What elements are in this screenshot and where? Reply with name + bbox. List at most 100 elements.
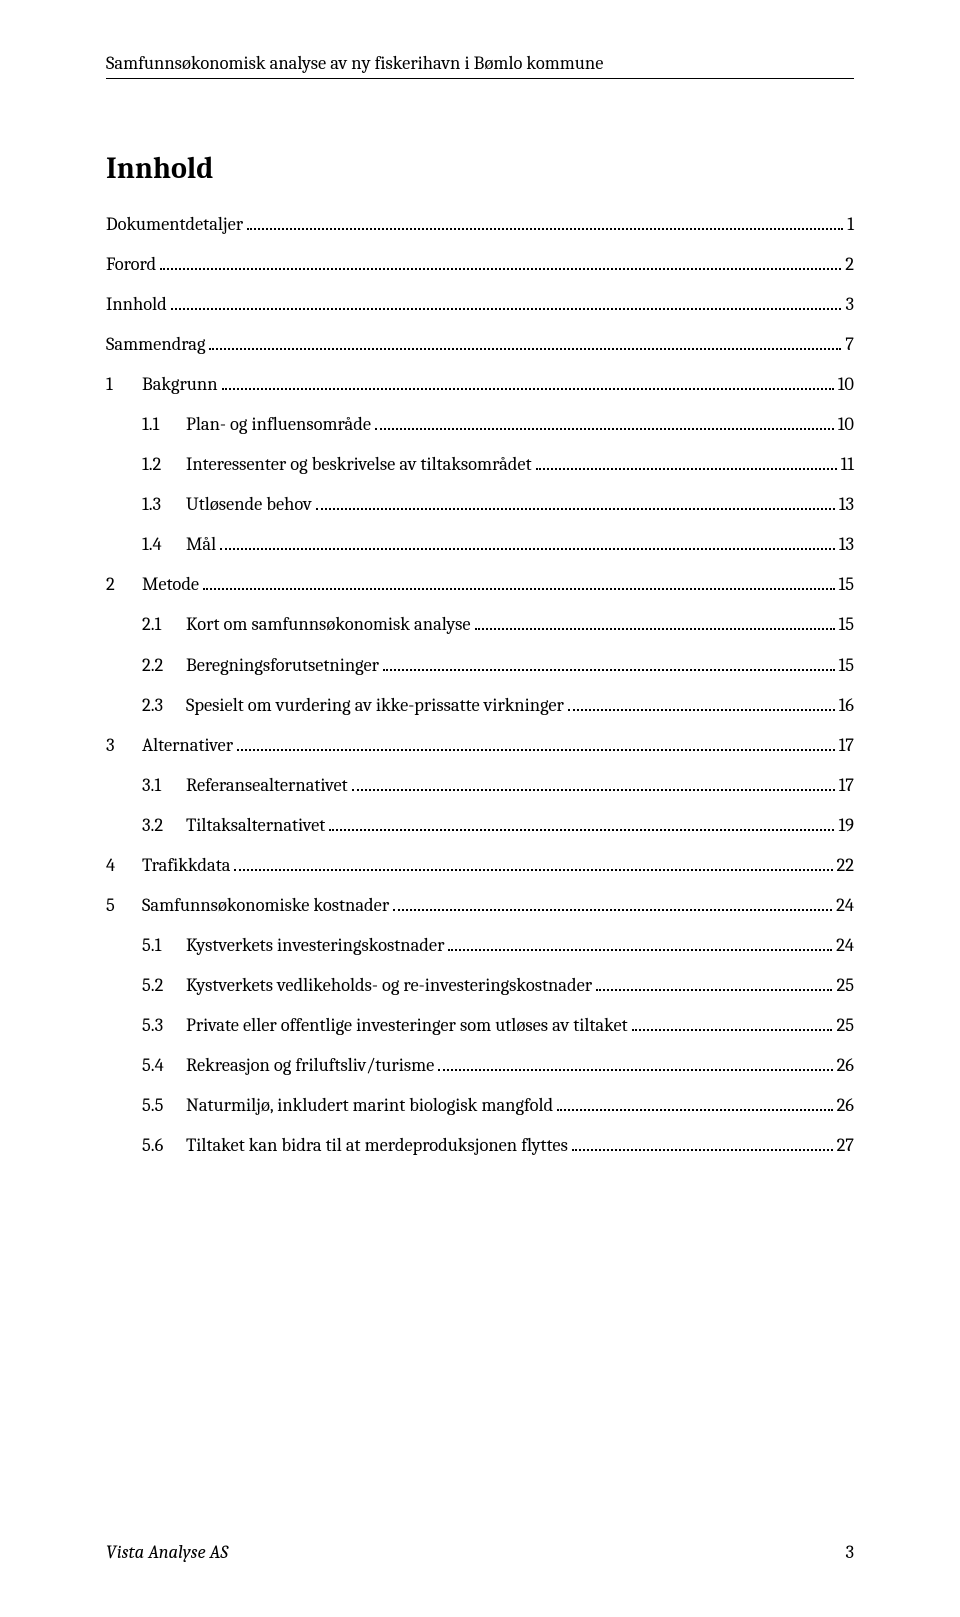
toc-entry-number: 5.5 xyxy=(142,1093,186,1117)
toc-entry-label: 5.1Kystverkets investeringskostnader xyxy=(142,933,444,957)
toc-entry-label: 1.3Utløsende behov xyxy=(142,492,312,516)
toc-entry-label: 5.6Tiltaket kan bidra til at merdeproduk… xyxy=(142,1133,568,1157)
toc-leader-dots xyxy=(316,508,835,510)
toc-entry: 5.2Kystverkets vedlikeholds- og re-inves… xyxy=(106,973,854,997)
toc-entry: 4Trafikkdata 22 xyxy=(106,853,854,877)
toc-entry-label: 2Metode xyxy=(106,572,199,596)
toc-entry: 5.1Kystverkets investeringskostnader 24 xyxy=(106,933,854,957)
toc-entry: 2Metode15 xyxy=(106,572,854,596)
toc-entry-label: 3.1Referansealternativet xyxy=(142,773,348,797)
toc-entry-page: 13 xyxy=(839,492,854,516)
toc-entry-label: 2.3Spesielt om vurdering av ikke-prissat… xyxy=(142,693,564,717)
toc-entry: 5.4Rekreasjon og friluftsliv/turisme26 xyxy=(106,1053,854,1077)
toc-entry: 5.3Private eller offentlige investeringe… xyxy=(106,1013,854,1037)
toc-leader-dots xyxy=(247,228,843,230)
toc-entry-page: 16 xyxy=(839,693,854,717)
toc-leader-dots xyxy=(572,1149,833,1151)
toc-entry: Forord 2 xyxy=(106,252,854,276)
toc-entry-page: 1 xyxy=(847,212,854,236)
toc-entry-label: Dokumentdetaljer xyxy=(106,212,243,236)
toc-entry-label: 5.3Private eller offentlige investeringe… xyxy=(142,1013,628,1037)
toc-leader-dots xyxy=(383,669,835,671)
toc-entry-text: Interessenter og beskrivelse av tiltakso… xyxy=(186,453,532,475)
toc-entry-label: 4Trafikkdata xyxy=(106,853,230,877)
toc-entry-number: 3.1 xyxy=(142,773,186,797)
toc-entry-number: 3.2 xyxy=(142,813,186,837)
toc-entry-page: 25 xyxy=(836,973,854,997)
toc-leader-dots xyxy=(448,949,832,951)
toc-entry-text: Innhold xyxy=(106,293,167,315)
toc-entry-page: 26 xyxy=(837,1093,854,1117)
toc-entry-number: 2.3 xyxy=(142,693,186,717)
toc-entry: Innhold3 xyxy=(106,292,854,316)
toc-leader-dots xyxy=(438,1069,832,1071)
toc-entry: 1.4Mål 13 xyxy=(106,532,854,556)
toc-entry: 5.5Naturmiljø, inkludert marint biologis… xyxy=(106,1093,854,1117)
toc-entry-text: Bakgrunn xyxy=(142,373,218,395)
toc-entry-label: 5.5Naturmiljø, inkludert marint biologis… xyxy=(142,1093,553,1117)
header-text: Samfunnsøkonomisk analyse av ny fiskerih… xyxy=(106,52,854,74)
table-of-contents: Dokumentdetaljer 1 Forord 2 Innhold3 Sammendr… xyxy=(106,212,854,1157)
toc-entry-label: 3Alternativer xyxy=(106,733,233,757)
footer-left: Vista Analyse AS xyxy=(106,1541,228,1563)
toc-entry-number: 4 xyxy=(106,853,142,877)
toc-entry-number: 1.4 xyxy=(142,532,186,556)
toc-entry-number: 2.2 xyxy=(142,653,186,677)
toc-entry-page: 13 xyxy=(839,532,854,556)
toc-entry-label: 1.4Mål xyxy=(142,532,216,556)
toc-leader-dots xyxy=(557,1109,832,1111)
toc-entry: 1.3Utløsende behov 13 xyxy=(106,492,854,516)
toc-entry-number: 1 xyxy=(106,372,142,396)
toc-entry-page: 15 xyxy=(839,653,855,677)
toc-leader-dots xyxy=(222,388,834,390)
toc-entry-text: Samfunnsøkonomiske kostnader xyxy=(142,894,389,916)
toc-entry-text: Trafikkdata xyxy=(142,854,230,876)
toc-entry-label: 3.2Tiltaksalternativet xyxy=(142,813,325,837)
toc-leader-dots xyxy=(203,588,834,590)
page-footer: Vista Analyse AS 3 xyxy=(106,1541,854,1563)
toc-entry-text: Kort om samfunnsøkonomisk analyse xyxy=(186,613,471,635)
toc-entry-number: 1.2 xyxy=(142,452,186,476)
toc-leader-dots xyxy=(632,1029,833,1031)
toc-entry: 5Samfunnsøkonomiske kostnader24 xyxy=(106,893,854,917)
toc-entry-page: 2 xyxy=(845,252,854,276)
toc-entry-page: 24 xyxy=(836,933,854,957)
toc-entry: 2.3Spesielt om vurdering av ikke-prissat… xyxy=(106,693,854,717)
toc-entry-text: Alternativer xyxy=(142,734,233,756)
toc-entry-text: Spesielt om vurdering av ikke-prissatte … xyxy=(186,694,564,716)
toc-entry-page: 17 xyxy=(839,733,854,757)
toc-entry-page: 11 xyxy=(841,452,854,476)
toc-entry-page: 15 xyxy=(839,612,855,636)
toc-entry-text: Sammendrag xyxy=(106,333,205,355)
toc-entry-text: Kystverkets vedlikeholds- og re-invester… xyxy=(186,974,592,996)
toc-entry-page: 22 xyxy=(837,853,854,877)
toc-entry-text: Beregningsforutsetninger xyxy=(186,654,379,676)
toc-entry-text: Forord xyxy=(106,253,156,275)
toc-entry-label: 1Bakgrunn xyxy=(106,372,218,396)
toc-entry-label: 5.4Rekreasjon og friluftsliv/turisme xyxy=(142,1053,434,1077)
toc-entry-number: 5.6 xyxy=(142,1133,186,1157)
toc-entry: 5.6Tiltaket kan bidra til at merdeproduk… xyxy=(106,1133,854,1157)
toc-entry-number: 5.4 xyxy=(142,1053,186,1077)
toc-leader-dots xyxy=(568,709,835,711)
toc-entry-text: Mål xyxy=(186,533,216,555)
toc-entry: Dokumentdetaljer 1 xyxy=(106,212,854,236)
toc-entry-text: Utløsende behov xyxy=(186,493,312,515)
toc-leader-dots xyxy=(171,308,842,310)
toc-entry-text: Kystverkets investeringskostnader xyxy=(186,934,444,956)
toc-leader-dots xyxy=(209,348,841,350)
toc-entry: 1.1Plan- og influensområde10 xyxy=(106,412,854,436)
toc-entry-number: 5.1 xyxy=(142,933,186,957)
toc-entry: 1Bakgrunn10 xyxy=(106,372,854,396)
toc-entry: Sammendrag7 xyxy=(106,332,854,356)
toc-entry-label: Forord xyxy=(106,252,156,276)
toc-entry-text: Metode xyxy=(142,573,199,595)
toc-entry-text: Rekreasjon og friluftsliv/turisme xyxy=(186,1054,434,1076)
toc-entry: 2.1Kort om samfunnsøkonomisk analyse15 xyxy=(106,612,854,636)
toc-entry-number: 1.1 xyxy=(142,412,186,436)
toc-entry: 2.2Beregningsforutsetninger 15 xyxy=(106,653,854,677)
toc-entry-number: 1.3 xyxy=(142,492,186,516)
toc-entry-page: 27 xyxy=(837,1133,854,1157)
toc-leader-dots xyxy=(329,829,834,831)
toc-entry-page: 24 xyxy=(836,893,854,917)
